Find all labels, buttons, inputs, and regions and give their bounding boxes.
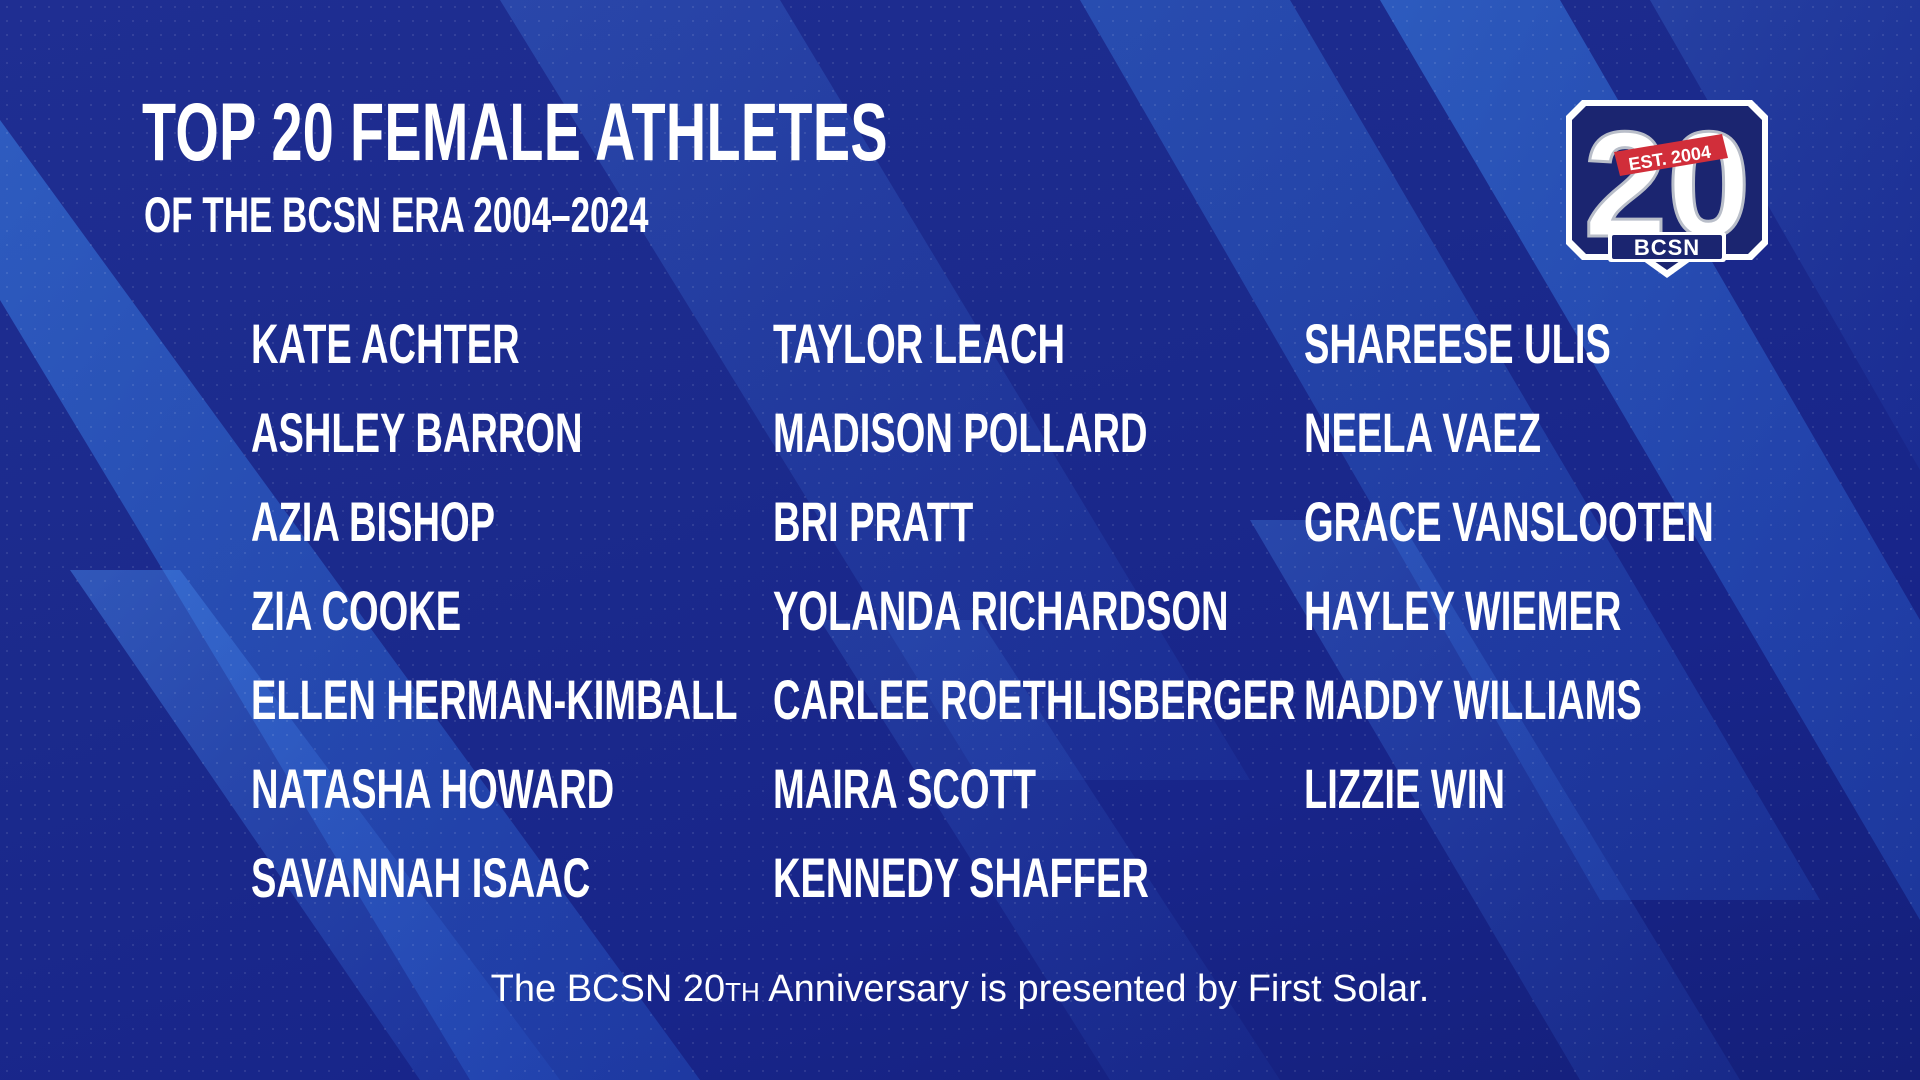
athlete-name: SHAREESE ULIS [1304,312,1611,375]
athlete-name: YOLANDA RICHARDSON [773,579,1229,642]
page-subtitle: OF THE BCSN ERA 2004–2024 [144,187,649,243]
stripe [820,620,1280,1080]
athlete-name: KATE ACHTER [251,312,520,375]
athlete-name: ELLEN HERMAN-KIMBALL [251,668,738,731]
athlete-name: HAYLEY WIEMER [1304,579,1622,642]
logo-ribbon [1614,134,1728,176]
stripe [1380,0,1920,920]
athlete-name: CARLEE ROETHLISBERGER [773,668,1296,731]
footer-text-end: Anniversary is presented by First Solar. [759,968,1430,1010]
athlete-name: MADISON POLLARD [773,401,1148,464]
stripe [1250,520,1740,1080]
athlete-name: ZIA COOKE [251,579,462,642]
footer-superscript: TH [725,977,760,1007]
page-title: TOP 20 FEMALE ATHLETES [142,87,888,178]
athlete-name: TAYLOR LEACH [773,312,1065,375]
athletes-column-3: SHAREESE ULIS NEELA VAEZ GRACE VANSLOOTE… [1304,316,1907,850]
athlete-name: KENNEDY SHAFFER [773,846,1149,909]
stripe [500,0,1250,780]
logo-brand: BCSN [1634,235,1700,260]
athlete-name: AZIA BISHOP [251,490,496,553]
athletes-column-1: KATE ACHTER ASHLEY BARRON AZIA BISHOP ZI… [251,316,966,939]
footer-text-start: The BCSN 20 [490,968,726,1010]
stripe [70,570,560,1080]
athlete-name: BRI PRATT [773,490,974,553]
athlete-name: GRACE VANSLOOTEN [1304,490,1714,553]
bcsn-20-logo: 20 EST. 2004 BCSN [1566,99,1768,278]
athlete-name: SAVANNAH ISAAC [251,846,591,909]
athletes-column-2: TAYLOR LEACH MADISON POLLARD BRI PRATT Y… [773,316,1542,939]
athlete-name: MADDY WILLIAMS [1304,668,1642,731]
athlete-name: LIZZIE WIN [1304,757,1505,820]
athlete-name: NEELA VAEZ [1304,401,1541,464]
stripe [1080,0,1820,900]
sponsor-footer: The BCSN 20TH Anniversary is presented b… [0,968,1920,1011]
athlete-name: MAIRA SCOTT [773,757,1037,820]
athlete-name: ASHLEY BARRON [251,401,583,464]
stripe [0,120,700,1080]
athlete-name: NATASHA HOWARD [251,757,615,820]
